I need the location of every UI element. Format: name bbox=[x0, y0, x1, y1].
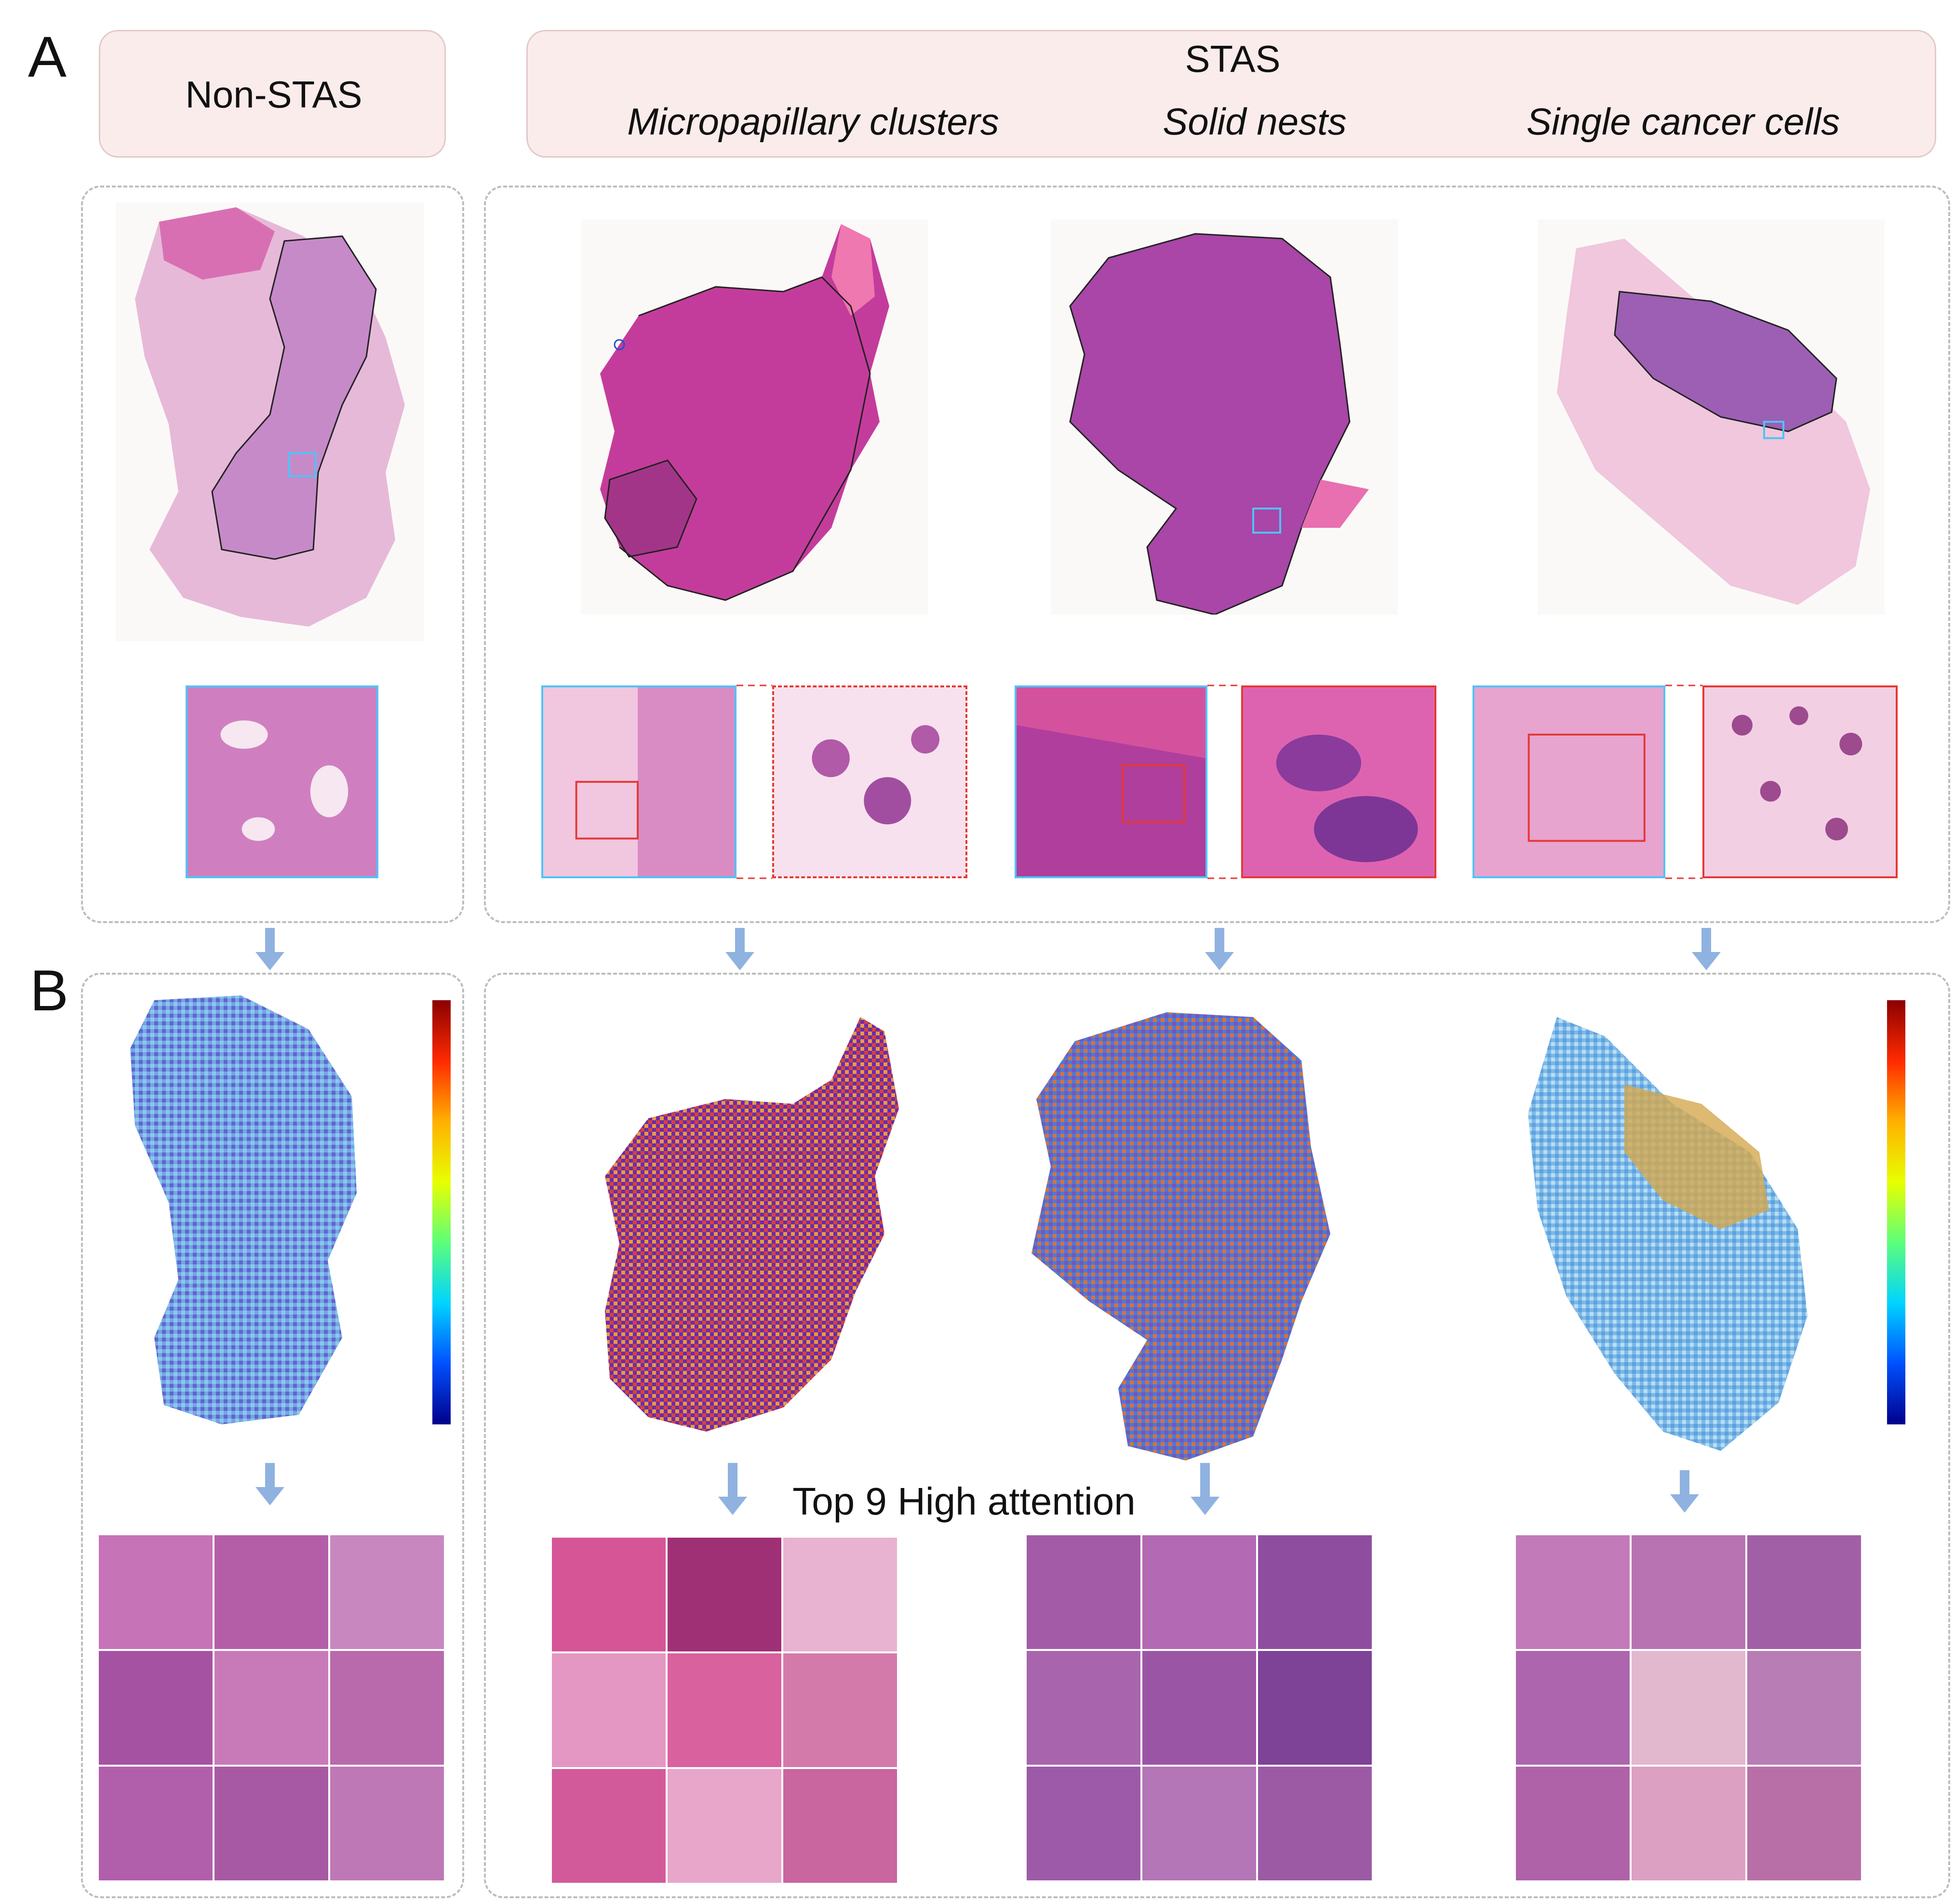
heatmap-non-stas bbox=[116, 991, 386, 1444]
arrow-icon bbox=[1205, 928, 1234, 970]
arrow-icon bbox=[1191, 1463, 1219, 1515]
patch-tile bbox=[330, 1767, 444, 1880]
patch-tile bbox=[1027, 1767, 1140, 1880]
patch-tile bbox=[330, 1535, 444, 1649]
wsi-single-cells bbox=[1538, 219, 1885, 615]
patch-tile bbox=[552, 1769, 666, 1883]
heatmap-single-cells bbox=[1509, 1007, 1836, 1470]
patch-tile bbox=[783, 1538, 897, 1651]
zoom-single-cells-high bbox=[1702, 685, 1898, 878]
patch-tile bbox=[1516, 1535, 1630, 1649]
patch-tile bbox=[668, 1653, 781, 1767]
panel-b-stas-box bbox=[484, 973, 1950, 1898]
patch-tile bbox=[1632, 1535, 1745, 1649]
stas-header-box: STAS Micropapillary clusters Solid nests… bbox=[526, 30, 1936, 158]
patch-tile bbox=[552, 1653, 666, 1767]
patch-tile bbox=[1027, 1535, 1140, 1649]
wsi-solid-nests bbox=[1051, 219, 1398, 615]
subtype-single-cells: Single cancer cells bbox=[1526, 100, 1840, 143]
panel-b-label: B bbox=[30, 958, 69, 1023]
patch-tile bbox=[1142, 1651, 1256, 1765]
patch-tile bbox=[1747, 1767, 1861, 1880]
patch-tile bbox=[668, 1769, 781, 1883]
patch-tile bbox=[1258, 1535, 1372, 1649]
arrow-icon bbox=[725, 928, 754, 970]
patch-tile bbox=[668, 1538, 781, 1651]
subtype-micropapillary: Micropapillary clusters bbox=[627, 100, 999, 143]
wsi-non-stas bbox=[116, 202, 424, 641]
patch-tile bbox=[1258, 1651, 1372, 1765]
zoom-micropapillary-low bbox=[541, 685, 736, 878]
subtype-solid-nests: Solid nests bbox=[1163, 100, 1347, 143]
patch-tile bbox=[1142, 1767, 1256, 1880]
patch-tile bbox=[1258, 1767, 1372, 1880]
non-stas-header: Non-STAS bbox=[185, 73, 362, 116]
patch-tile bbox=[214, 1535, 328, 1649]
patch-tile bbox=[1632, 1651, 1745, 1765]
zoom-micropapillary-high bbox=[772, 685, 967, 878]
patch-tile bbox=[1516, 1651, 1630, 1765]
panel-b-non-stas-box bbox=[81, 973, 464, 1898]
patch-tile bbox=[1747, 1535, 1861, 1649]
arrow-icon bbox=[1692, 928, 1721, 970]
patch-tile bbox=[1632, 1767, 1745, 1880]
zoom-single-cells-low bbox=[1473, 685, 1665, 878]
zoom-solid-nests-low bbox=[1015, 685, 1207, 878]
heatmap-micropapillary bbox=[571, 1012, 937, 1436]
stas-header: STAS bbox=[1185, 38, 1281, 80]
non-stas-header-box: Non-STAS bbox=[99, 30, 446, 158]
patch-tile bbox=[99, 1651, 213, 1765]
top9-grid-solid-nests bbox=[1027, 1535, 1372, 1880]
top9-grid-micropapillary bbox=[552, 1538, 897, 1883]
zoom-non-stas bbox=[186, 685, 378, 878]
arrow-icon bbox=[1670, 1470, 1699, 1513]
arrow-icon bbox=[255, 1463, 284, 1505]
patch-tile bbox=[99, 1767, 213, 1880]
patch-tile bbox=[1747, 1651, 1861, 1765]
patch-tile bbox=[214, 1767, 328, 1880]
patch-tile bbox=[552, 1538, 666, 1651]
patch-tile bbox=[330, 1651, 444, 1765]
heatmap-solid-nests bbox=[1022, 1003, 1388, 1465]
colorbar-non-stas bbox=[432, 1000, 451, 1424]
patch-tile bbox=[1027, 1651, 1140, 1765]
panel-a-label: A bbox=[28, 25, 67, 89]
patch-tile bbox=[214, 1651, 328, 1765]
top9-grid-non-stas bbox=[99, 1535, 444, 1880]
patch-tile bbox=[783, 1769, 897, 1883]
patch-tile bbox=[99, 1535, 213, 1649]
patch-tile bbox=[1516, 1767, 1630, 1880]
wsi-micropapillary bbox=[581, 219, 928, 615]
patch-tile bbox=[1142, 1535, 1256, 1649]
panel-a-stas-box bbox=[484, 186, 1950, 923]
top9-caption: Top 9 High attention bbox=[792, 1480, 1136, 1523]
zoom-solid-nests-high bbox=[1241, 685, 1436, 878]
top9-grid-single-cells bbox=[1516, 1535, 1861, 1880]
panel-a-non-stas-box bbox=[81, 186, 464, 923]
colorbar-stas bbox=[1887, 1000, 1905, 1424]
arrow-icon bbox=[255, 928, 284, 970]
patch-tile bbox=[783, 1653, 897, 1767]
arrow-icon bbox=[718, 1463, 747, 1515]
